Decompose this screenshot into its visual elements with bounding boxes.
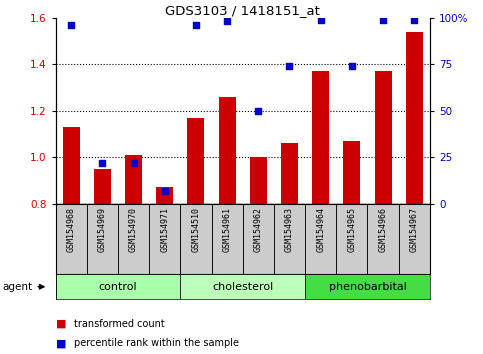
Text: transformed count: transformed count bbox=[74, 319, 165, 329]
Bar bbox=[56, 274, 180, 299]
Bar bbox=[118, 204, 149, 274]
Bar bbox=[281, 143, 298, 204]
Text: GSM154965: GSM154965 bbox=[347, 207, 356, 252]
Bar bbox=[87, 204, 118, 274]
Text: GSM154969: GSM154969 bbox=[98, 207, 107, 252]
Point bbox=[129, 160, 137, 166]
Bar bbox=[398, 204, 430, 274]
Bar bbox=[274, 204, 305, 274]
Text: percentile rank within the sample: percentile rank within the sample bbox=[74, 338, 239, 348]
Text: GSM154961: GSM154961 bbox=[223, 207, 232, 252]
Text: control: control bbox=[99, 282, 137, 292]
Point bbox=[192, 22, 200, 28]
Text: GSM154967: GSM154967 bbox=[410, 207, 419, 252]
Bar bbox=[56, 204, 87, 274]
Point bbox=[285, 63, 293, 69]
Bar bbox=[94, 169, 111, 204]
Bar bbox=[343, 141, 360, 204]
Bar bbox=[218, 97, 236, 204]
Point bbox=[411, 17, 418, 22]
Text: cholesterol: cholesterol bbox=[212, 282, 273, 292]
Bar bbox=[63, 127, 80, 204]
Bar bbox=[212, 204, 242, 274]
Bar bbox=[187, 118, 204, 204]
Point bbox=[223, 18, 231, 24]
Bar bbox=[305, 274, 430, 299]
Bar bbox=[125, 155, 142, 204]
Point bbox=[348, 63, 356, 69]
Bar bbox=[368, 204, 398, 274]
Point bbox=[379, 17, 387, 22]
Text: ■: ■ bbox=[56, 319, 66, 329]
Bar bbox=[250, 157, 267, 204]
Point bbox=[317, 17, 325, 22]
Text: phenobarbital: phenobarbital bbox=[328, 282, 406, 292]
Title: GDS3103 / 1418151_at: GDS3103 / 1418151_at bbox=[165, 4, 320, 17]
Text: GSM154968: GSM154968 bbox=[67, 207, 76, 252]
Text: GSM154970: GSM154970 bbox=[129, 207, 138, 252]
Point bbox=[67, 22, 75, 28]
Bar bbox=[242, 204, 274, 274]
Bar bbox=[180, 274, 305, 299]
Text: ■: ■ bbox=[56, 338, 66, 348]
Point bbox=[161, 188, 169, 193]
Bar bbox=[312, 71, 329, 204]
Bar bbox=[156, 187, 173, 204]
Text: agent: agent bbox=[2, 282, 32, 292]
Text: GSM154971: GSM154971 bbox=[160, 207, 169, 252]
Text: GSM154963: GSM154963 bbox=[285, 207, 294, 252]
Point bbox=[99, 160, 106, 166]
Bar bbox=[336, 204, 368, 274]
Point bbox=[255, 108, 262, 113]
Text: GSM154962: GSM154962 bbox=[254, 207, 263, 252]
Text: GSM154964: GSM154964 bbox=[316, 207, 325, 252]
Bar bbox=[305, 204, 336, 274]
Text: GSM154510: GSM154510 bbox=[191, 207, 200, 252]
Bar bbox=[180, 204, 212, 274]
Text: GSM154966: GSM154966 bbox=[379, 207, 387, 252]
Bar bbox=[374, 71, 392, 204]
Bar bbox=[406, 32, 423, 204]
Bar bbox=[149, 204, 180, 274]
